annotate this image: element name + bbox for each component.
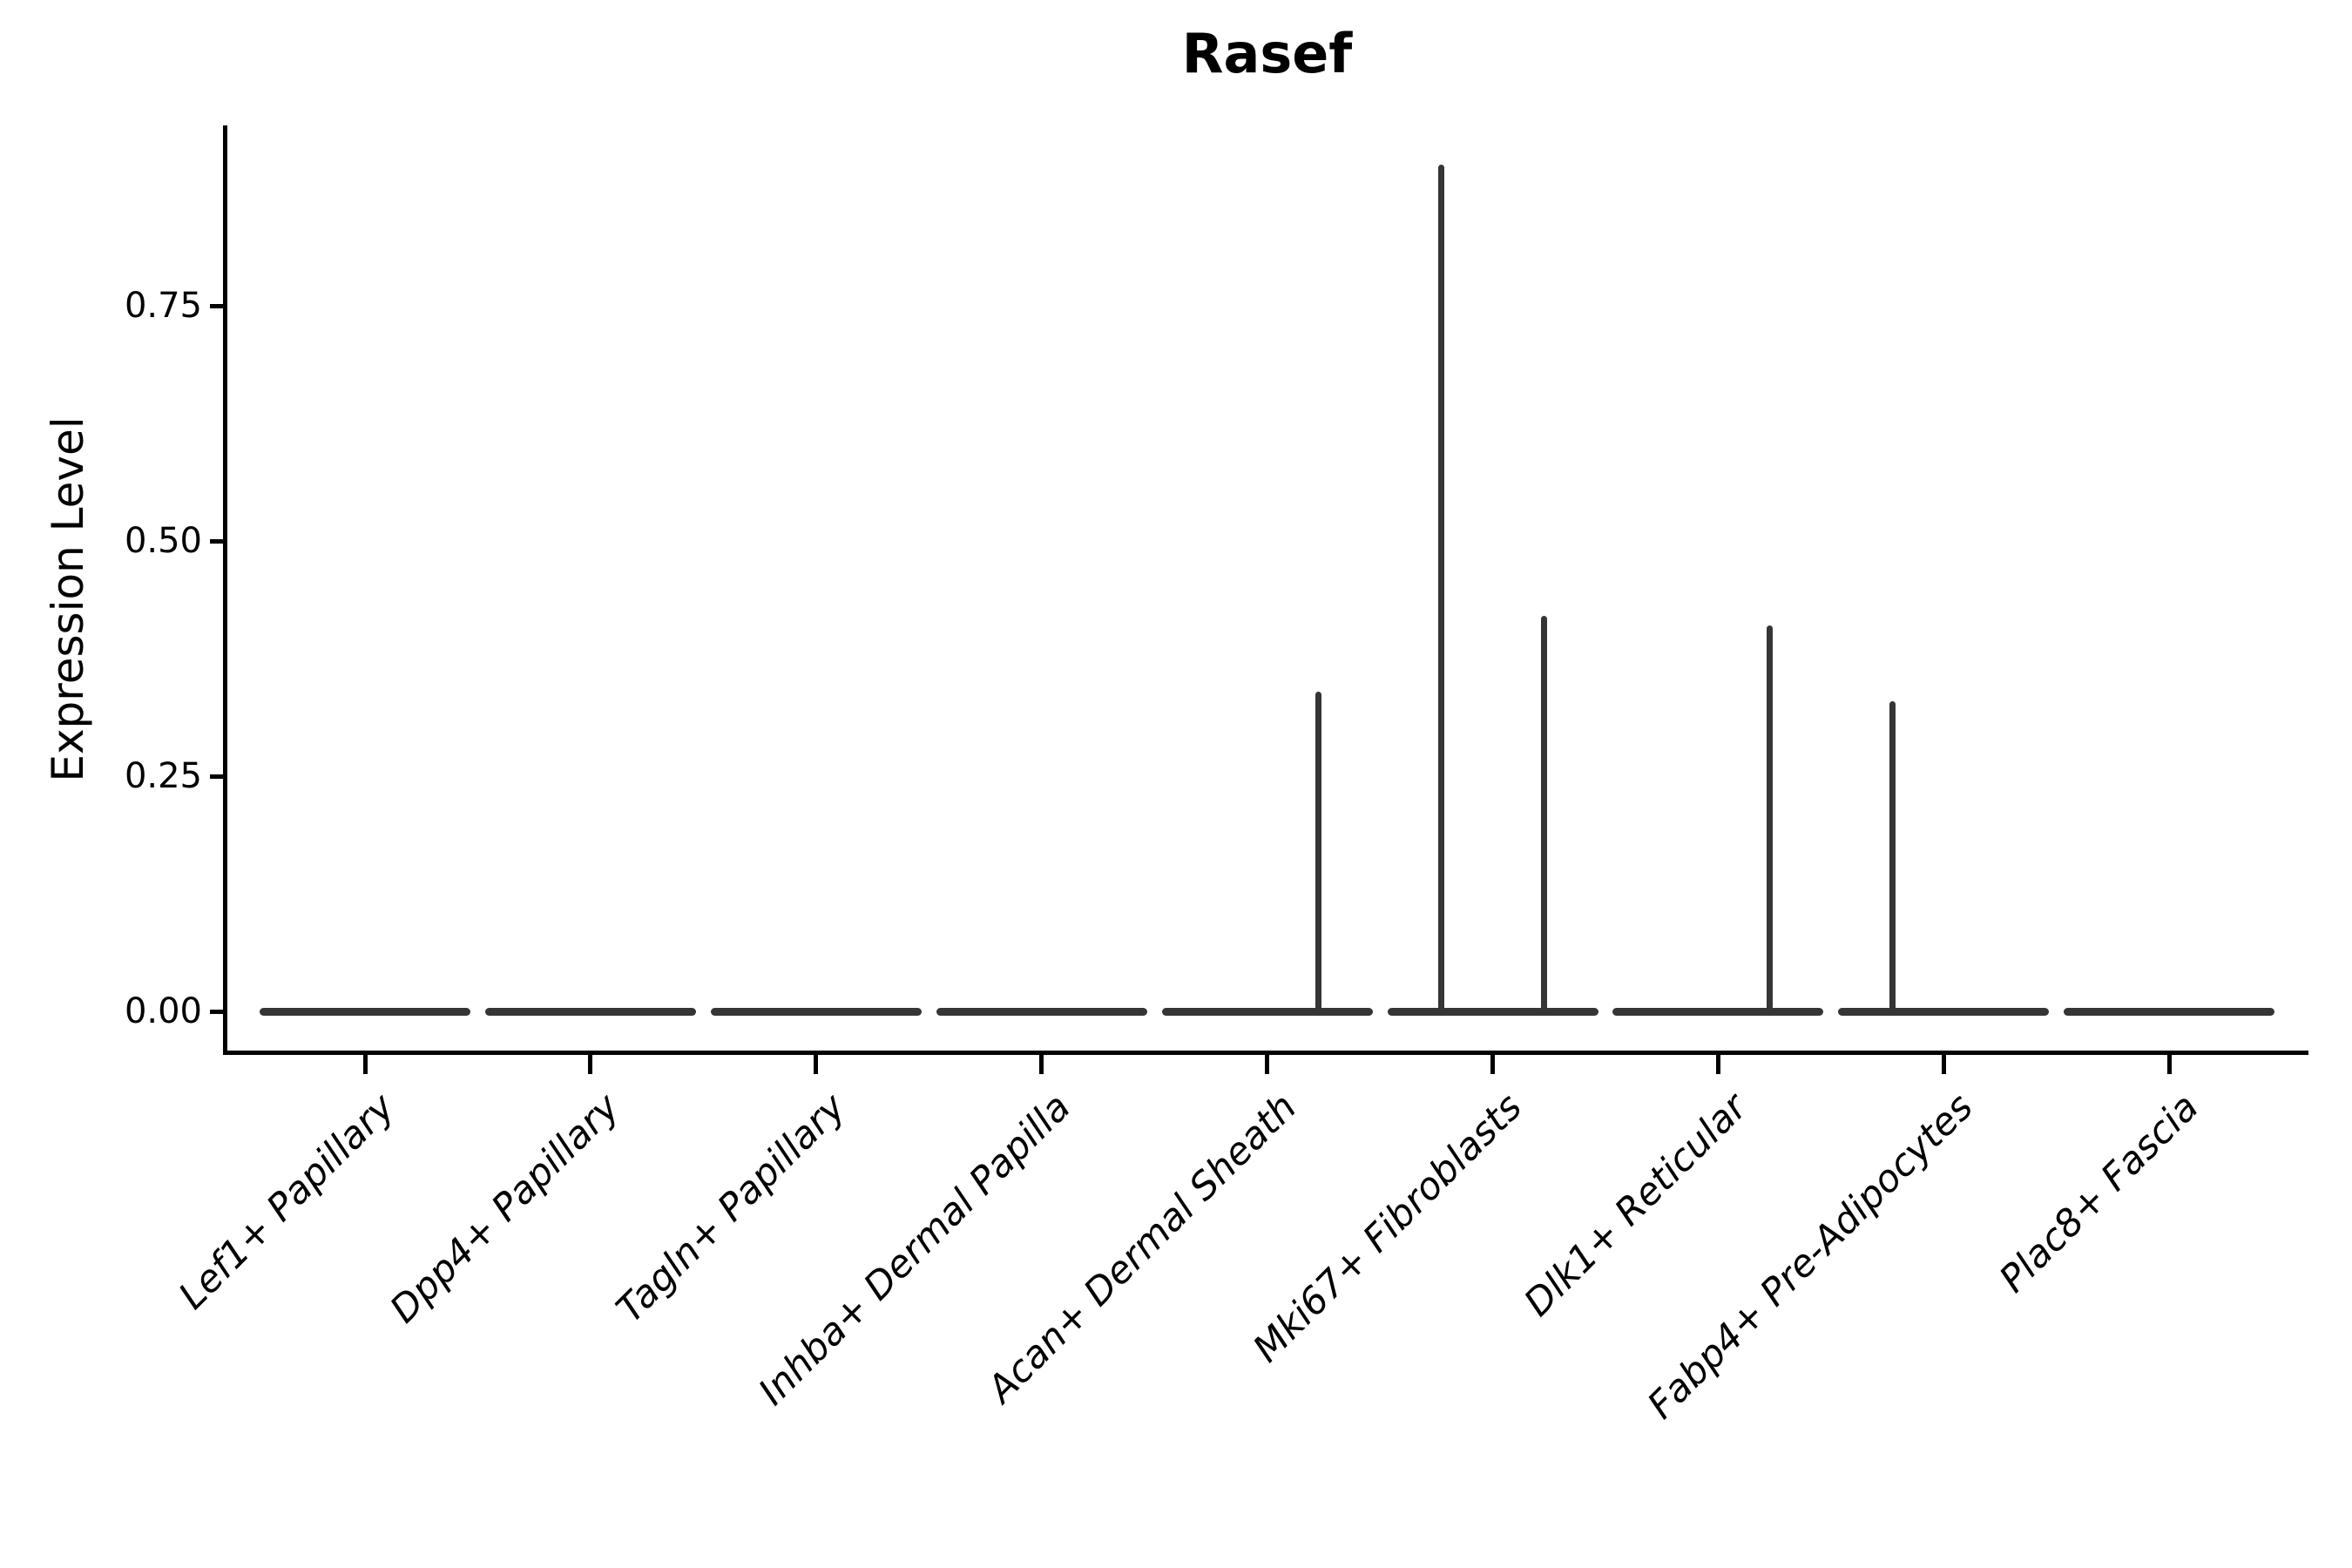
violin-body — [260, 1007, 470, 1016]
y-tick-label: 0.75 — [124, 286, 202, 326]
x-tick-mark — [2166, 1055, 2172, 1074]
x-tick-mark — [1039, 1055, 1044, 1074]
violin-spike — [1889, 700, 1896, 1015]
x-tick-label: Dlk1+ Reticular — [1516, 1085, 1756, 1326]
y-axis-label: Expression Level — [43, 416, 93, 782]
violin-body — [2064, 1007, 2275, 1016]
y-tick-label: 0.50 — [124, 521, 202, 561]
plot-title: Rasef — [1181, 22, 1353, 85]
y-tick-mark — [210, 303, 224, 308]
violin-spike — [1315, 691, 1322, 1015]
x-tick-mark — [1941, 1055, 1946, 1074]
violin-body — [484, 1007, 696, 1016]
x-tick-label: Tagln+ Papillary — [607, 1085, 855, 1332]
violin-spike — [1438, 165, 1444, 1015]
x-tick-mark — [1265, 1055, 1270, 1074]
violin-body — [1612, 1007, 1824, 1016]
violin-body — [1387, 1007, 1598, 1016]
y-tick-mark — [210, 538, 224, 544]
violin-spike — [1541, 616, 1547, 1015]
violin-body — [1161, 1007, 1373, 1016]
x-tick-mark — [814, 1055, 819, 1074]
violin-body — [710, 1007, 922, 1016]
violin-spike — [1766, 625, 1773, 1015]
y-axis-spine — [223, 125, 227, 1055]
y-tick-label: 0.00 — [124, 991, 202, 1031]
y-tick-label: 0.25 — [124, 756, 202, 796]
x-tick-label: Plac8+ Fascia — [1990, 1085, 2207, 1301]
x-axis-spine — [223, 1051, 2308, 1055]
violin-body — [1838, 1007, 2050, 1016]
y-tick-mark — [210, 1009, 224, 1014]
x-tick-label: Dpp4+ Papillary — [382, 1085, 629, 1332]
x-tick-mark — [1490, 1055, 1495, 1074]
y-tick-mark — [210, 774, 224, 779]
x-tick-mark — [1715, 1055, 1720, 1074]
violin-body — [936, 1007, 1147, 1016]
x-tick-mark — [588, 1055, 593, 1074]
x-tick-label: Lef1+ Papillary — [170, 1085, 403, 1318]
x-tick-mark — [362, 1055, 368, 1074]
